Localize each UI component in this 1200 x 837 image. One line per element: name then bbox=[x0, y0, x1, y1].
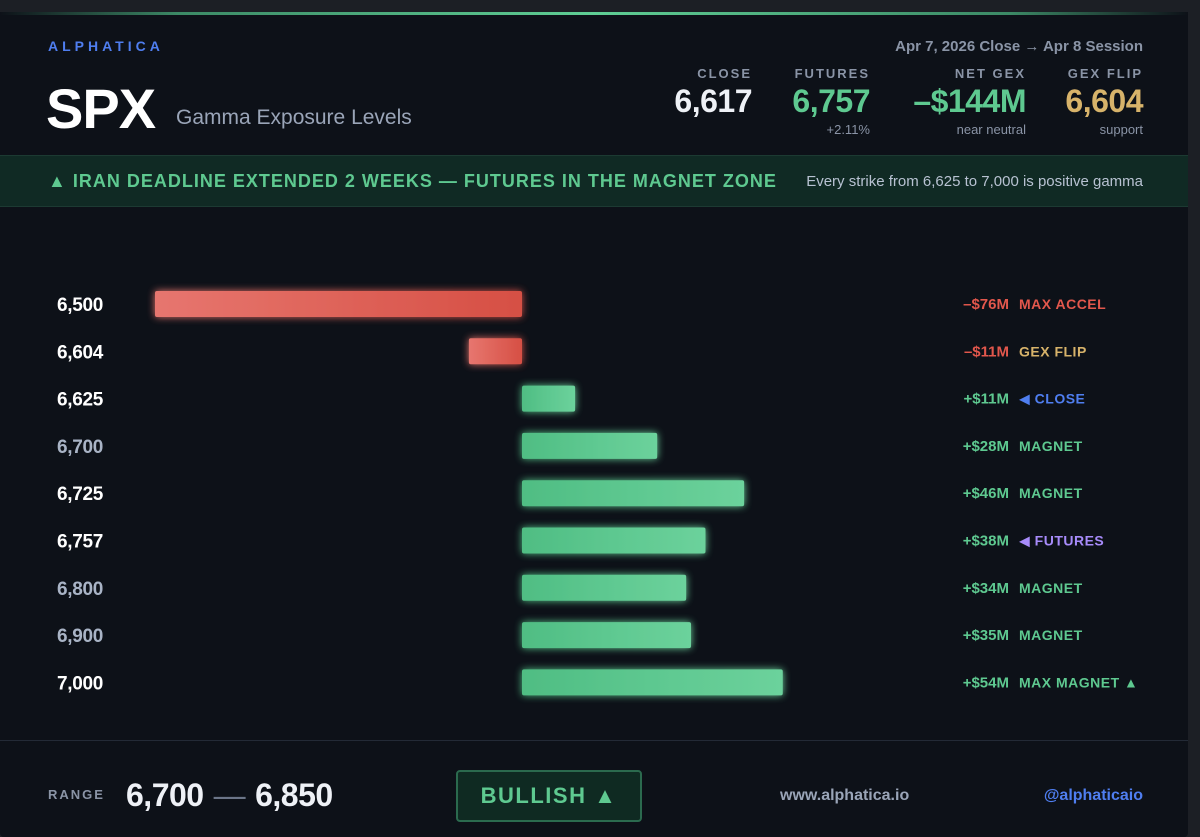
gex-value-label: –$76M bbox=[963, 296, 1009, 313]
gex-bar bbox=[522, 527, 706, 554]
strike-label: 6,604 bbox=[57, 342, 104, 363]
gex-value-label: +$54M bbox=[963, 674, 1009, 691]
ticker-symbol: SPX bbox=[46, 77, 156, 140]
news-banner: ▲ IRAN DEADLINE EXTENDED 2 WEEKS — FUTUR… bbox=[0, 155, 1188, 207]
footer: RANGE 6,700—6,850 BULLISH ▲ www.alphatic… bbox=[0, 740, 1188, 837]
strike-label: 6,800 bbox=[57, 579, 103, 600]
gex-bar bbox=[522, 480, 745, 507]
close-label: CLOSE bbox=[697, 66, 752, 81]
gex-bar bbox=[468, 338, 522, 365]
gex-bar bbox=[522, 432, 658, 459]
gex-bar-chart: 6,500 –$76M MAX ACCEL 6,604 –$11M GEX FLIP 6,6… bbox=[57, 291, 1138, 696]
strike-label: 6,900 bbox=[57, 626, 103, 647]
strike-label: 7,000 bbox=[57, 673, 103, 694]
strike-tag: GEX FLIP bbox=[1019, 343, 1087, 359]
close-stat: CLOSE 6,617 bbox=[674, 66, 752, 120]
net-gex-note: near neutral bbox=[956, 122, 1026, 137]
strike-label: 6,500 bbox=[57, 295, 103, 316]
gex-value-label: +$11M bbox=[964, 391, 1009, 408]
gex-bar bbox=[155, 291, 522, 317]
strike-tag: MAGNET bbox=[1019, 580, 1083, 596]
futures-change: +2.11% bbox=[826, 122, 871, 137]
banner-headline: ▲ IRAN DEADLINE EXTENDED 2 WEEKS — FUTUR… bbox=[48, 171, 777, 191]
close-value: 6,617 bbox=[674, 83, 752, 119]
gex-bar bbox=[522, 574, 687, 601]
website-link[interactable]: www.alphatica.io bbox=[780, 787, 910, 804]
banner-note: Every strike from 6,625 to 7,000 is posi… bbox=[806, 173, 1143, 190]
net-gex-value: –$144M bbox=[913, 83, 1026, 119]
gex-bar bbox=[522, 669, 783, 696]
range-high: 6,850 bbox=[255, 777, 333, 813]
strike-label: 6,625 bbox=[57, 390, 104, 411]
gex-card: ALPHATICA SPX Gamma Exposure Levels Apr … bbox=[0, 12, 1188, 837]
gex-flip-note: support bbox=[1099, 122, 1143, 137]
strike-label: 6,700 bbox=[57, 437, 103, 458]
futures-stat: FUTURES 6,757 +2.11% bbox=[792, 66, 870, 137]
strike-tag: MAGNET bbox=[1019, 485, 1083, 501]
gex-value-label: –$11M bbox=[964, 343, 1009, 360]
range-low: 6,700 bbox=[126, 777, 204, 813]
gex-flip-stat: GEX FLIP 6,604 support bbox=[1065, 66, 1143, 137]
strike-tag: MAX ACCEL bbox=[1019, 296, 1106, 312]
strike-tag: MAGNET bbox=[1019, 438, 1083, 454]
gex-value-label: +$38M bbox=[963, 533, 1009, 550]
net-gex-label: NET GEX bbox=[954, 66, 1026, 81]
gex-value-label: +$34M bbox=[963, 580, 1009, 597]
gex-value-label: +$28M bbox=[963, 438, 1009, 455]
futures-value: 6,757 bbox=[792, 83, 870, 119]
strike-tag: MAX MAGNET ▲ bbox=[1019, 674, 1138, 690]
gex-bar bbox=[522, 385, 576, 412]
page-subtitle: Gamma Exposure Levels bbox=[176, 106, 412, 129]
strike-label: 6,757 bbox=[57, 532, 103, 553]
gex-bar bbox=[522, 622, 692, 649]
social-handle-link[interactable]: @alphaticaio bbox=[1043, 787, 1143, 804]
gex-value-label: +$35M bbox=[963, 627, 1009, 644]
range-values: 6,700—6,850 bbox=[126, 777, 333, 814]
gex-flip-value: 6,604 bbox=[1065, 83, 1143, 119]
range-label: RANGE bbox=[48, 787, 105, 802]
gex-value-label: +$46M bbox=[963, 485, 1009, 502]
bullish-button[interactable]: BULLISH ▲ bbox=[456, 770, 642, 822]
strike-tag: ◀ CLOSE bbox=[1019, 391, 1085, 407]
strike-tag: MAGNET bbox=[1019, 627, 1083, 643]
net-gex-stat: NET GEX –$144M near neutral bbox=[913, 66, 1026, 137]
session-date: Apr 7, 2026 Close → Apr 8 Session bbox=[895, 38, 1143, 55]
gex-flip-label: GEX FLIP bbox=[1067, 66, 1143, 81]
futures-label: FUTURES bbox=[794, 66, 870, 81]
range-separator: — bbox=[213, 777, 246, 813]
top-accent-line bbox=[0, 12, 1188, 15]
strike-label: 6,725 bbox=[57, 484, 104, 505]
strike-tag: ◀ FUTURES bbox=[1019, 533, 1104, 549]
brand-name: ALPHATICA bbox=[48, 38, 164, 54]
